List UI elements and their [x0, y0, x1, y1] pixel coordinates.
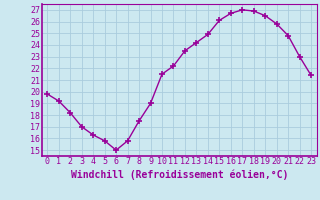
- X-axis label: Windchill (Refroidissement éolien,°C): Windchill (Refroidissement éolien,°C): [70, 169, 288, 180]
